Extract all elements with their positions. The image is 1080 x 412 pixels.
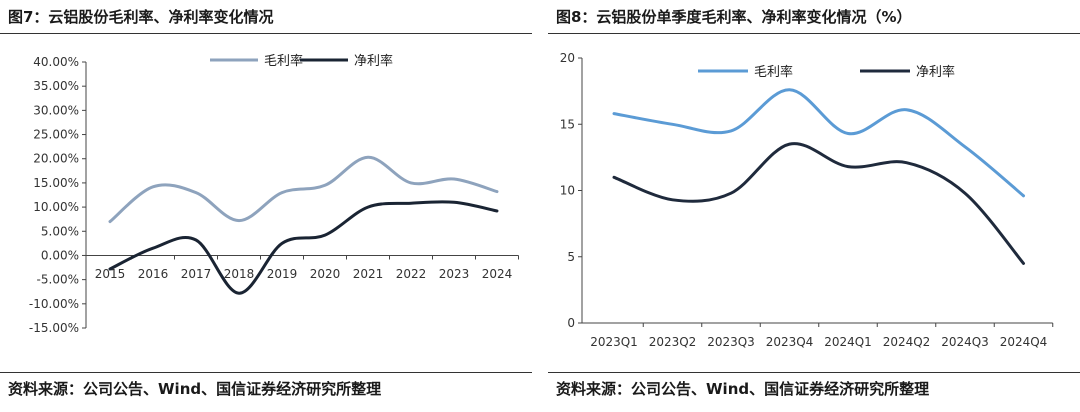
series-point bbox=[110, 268, 111, 269]
y-tick-label: -10.00% bbox=[29, 297, 79, 311]
series-point bbox=[789, 144, 790, 145]
series-point bbox=[848, 133, 849, 134]
y-tick-label: 0.00% bbox=[41, 248, 79, 262]
y-tick-label: 5.00% bbox=[41, 224, 79, 238]
series-point bbox=[454, 179, 455, 180]
figure-8-panel: 图8：云铝股份单季度毛利率、净利率变化情况（%） 20 15 10 5 0 2023Q1 2… bbox=[548, 0, 1080, 412]
figure-8-source: 资料来源：公司公告、Wind、国信证券经济研究所整理 bbox=[556, 380, 930, 398]
series-point bbox=[239, 220, 240, 221]
x-tick-label: 2023Q3 bbox=[707, 335, 755, 349]
series-line-net-margin bbox=[108, 200, 499, 295]
series-point bbox=[965, 193, 966, 194]
series-point bbox=[153, 248, 154, 249]
series-point bbox=[325, 185, 326, 186]
x-tick-label: 2023 bbox=[439, 267, 470, 281]
x-tick-label: 2024 bbox=[482, 267, 513, 281]
series-line-gross-margin bbox=[108, 155, 499, 224]
x-tick-label: 2020 bbox=[310, 267, 341, 281]
x-tick-label: 2022 bbox=[396, 267, 427, 281]
figure-7-line-chart: 40.00% 35.00% 30.00% 25.00% 20.00% 15.00% 10.0… bbox=[29, 53, 519, 335]
series-point bbox=[789, 89, 790, 90]
figure-8-title: 图8：云铝股份单季度毛利率、净利率变化情况（%） bbox=[556, 8, 912, 26]
y-tick-label: 20 bbox=[560, 51, 575, 65]
y-tick-label: 15.00% bbox=[33, 176, 79, 190]
series-point bbox=[965, 146, 966, 147]
x-tick-label: 2019 bbox=[267, 267, 298, 281]
x-tick-label: 2023Q2 bbox=[649, 335, 697, 349]
figure-7-title-rule bbox=[0, 33, 532, 34]
series-point bbox=[196, 239, 197, 240]
legend-label-gross-margin: 毛利率 bbox=[264, 53, 303, 69]
series-point bbox=[906, 162, 907, 163]
x-tick-label: 2024Q2 bbox=[883, 335, 931, 349]
y-tick-label: 35.00% bbox=[33, 79, 79, 93]
series-point bbox=[239, 293, 240, 294]
series-point bbox=[110, 221, 111, 222]
figure-8-source-rule bbox=[548, 372, 1080, 373]
series-point bbox=[614, 113, 615, 114]
x-tick-label: 2021 bbox=[353, 267, 384, 281]
figure-7-source: 资料来源：公司公告、Wind、国信证券经济研究所整理 bbox=[8, 380, 382, 398]
series-line-gross-margin bbox=[612, 88, 1025, 198]
series-point bbox=[731, 130, 732, 131]
figure-7-source-rule bbox=[0, 372, 532, 373]
x-tick-label: 2024Q3 bbox=[941, 335, 989, 349]
series-point bbox=[497, 210, 498, 211]
series-point bbox=[454, 202, 455, 203]
series-point bbox=[1023, 263, 1024, 264]
series-point bbox=[368, 157, 369, 158]
x-tick-label: 2016 bbox=[138, 267, 169, 281]
figure-7-title: 图7：云铝股份毛利率、净利率变化情况 bbox=[8, 8, 274, 26]
x-tick-label: 2023Q4 bbox=[766, 335, 814, 349]
x-tick-label: 2017 bbox=[181, 267, 212, 281]
series-point bbox=[497, 191, 498, 192]
series-point bbox=[282, 192, 283, 193]
y-tick-label: -15.00% bbox=[29, 321, 79, 335]
x-tick-label: 2024Q4 bbox=[1000, 335, 1048, 349]
series-point bbox=[672, 199, 673, 200]
y-tick-label: 25.00% bbox=[33, 128, 79, 142]
x-tick-label: 2015 bbox=[95, 267, 126, 281]
y-tick-label: 10 bbox=[560, 184, 575, 198]
y-tick-label: -5.00% bbox=[37, 273, 79, 287]
series-point bbox=[848, 166, 849, 167]
series-point bbox=[731, 193, 732, 194]
series-point bbox=[411, 182, 412, 183]
series-point bbox=[672, 124, 673, 125]
y-tick-label: 40.00% bbox=[33, 55, 79, 69]
y-tick-label: 10.00% bbox=[33, 200, 79, 214]
series-point bbox=[1023, 195, 1024, 196]
series-point bbox=[368, 207, 369, 208]
y-tick-label: 0 bbox=[567, 316, 575, 330]
legend-label-net-margin: 净利率 bbox=[916, 64, 955, 80]
series-point bbox=[196, 192, 197, 193]
figure-8-title-rule bbox=[548, 33, 1080, 34]
legend-label-net-margin: 净利率 bbox=[354, 53, 393, 69]
x-tick-label: 2024Q1 bbox=[824, 335, 872, 349]
series-point bbox=[282, 243, 283, 244]
x-tick-label: 2023Q1 bbox=[590, 335, 638, 349]
figure-8-line-chart: 20 15 10 5 0 2023Q1 2023Q2 2023Q3 2023Q4 2024Q1 20… bbox=[560, 51, 1054, 349]
series-point bbox=[614, 177, 615, 178]
y-tick-label: 20.00% bbox=[33, 152, 79, 166]
x-tick-label: 2018 bbox=[224, 267, 255, 281]
series-point bbox=[411, 203, 412, 204]
y-tick-label: 30.00% bbox=[33, 103, 79, 117]
y-tick-label: 15 bbox=[560, 117, 575, 131]
series-point bbox=[906, 109, 907, 110]
legend-label-gross-margin: 毛利率 bbox=[754, 64, 793, 80]
y-tick-label: 5 bbox=[567, 250, 575, 264]
series-point bbox=[153, 186, 154, 187]
figure-7-panel: 图7：云铝股份毛利率、净利率变化情况 40.00% 35.00% 30.00% 25.… bbox=[0, 0, 532, 412]
series-point bbox=[325, 235, 326, 236]
series-line-net-margin bbox=[612, 142, 1025, 265]
